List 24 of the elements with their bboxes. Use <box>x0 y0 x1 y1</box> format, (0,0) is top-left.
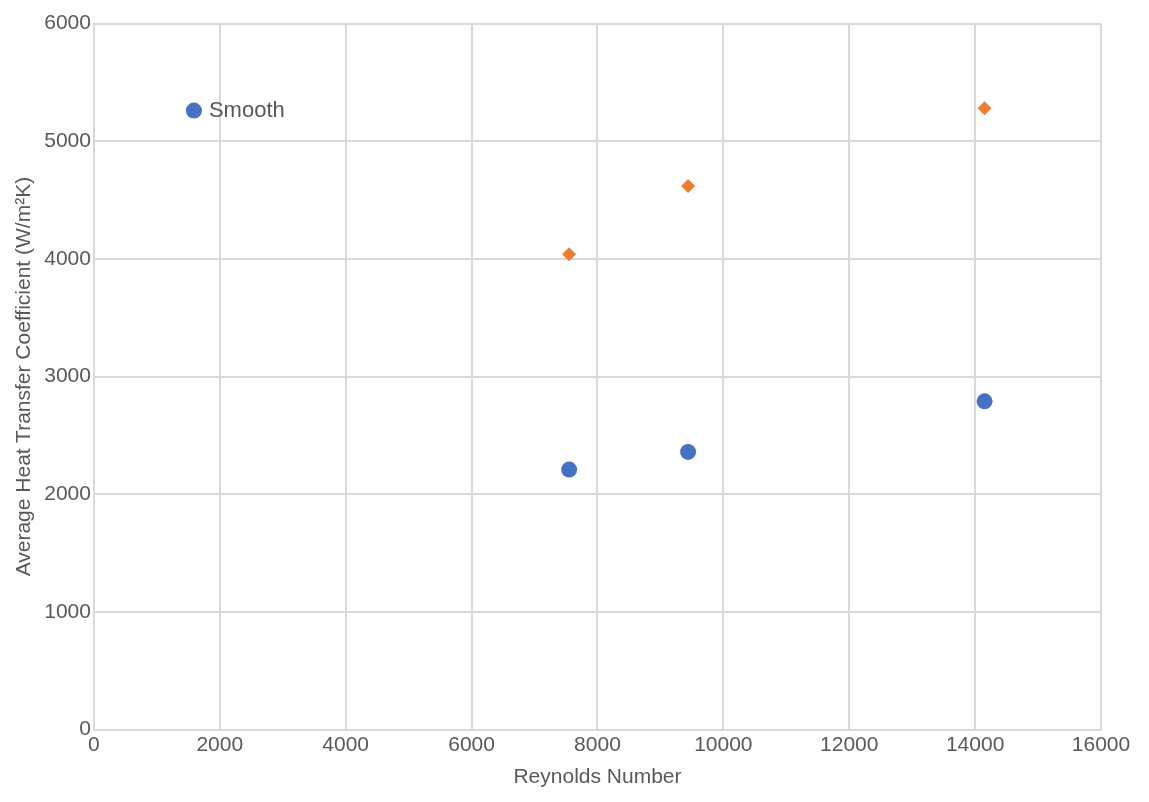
point <box>977 101 992 116</box>
x-tick-label: 4000 <box>322 732 370 755</box>
y-tick-label: 6000 <box>44 10 91 34</box>
point <box>561 461 578 478</box>
point <box>680 443 697 460</box>
x-tick-label: 10000 <box>694 732 753 755</box>
y-tick-label: 4000 <box>44 245 91 269</box>
y-axis-title: Average Heat Transfer Coefficient (W/m²K) <box>11 176 35 577</box>
x-tick-label: 2000 <box>196 732 244 755</box>
y-tick-label: 0 <box>79 716 91 740</box>
x-tick-label: 12000 <box>820 732 879 755</box>
x-tick-label: 8000 <box>574 732 621 755</box>
point <box>562 247 577 262</box>
legend-label: Smooth <box>208 96 285 122</box>
y-tick-label: 5000 <box>44 128 91 152</box>
point <box>681 178 696 193</box>
x-axis-title: Reynolds Number <box>513 764 682 788</box>
y-tick-label: 1000 <box>44 598 91 622</box>
x-tick-label: 16000 <box>1071 732 1131 755</box>
x-tick-label: 14000 <box>945 732 1005 755</box>
x-tick-label: 6000 <box>448 732 495 755</box>
point <box>976 393 993 410</box>
y-tick-label: 2000 <box>44 481 91 505</box>
y-tick-label: 3000 <box>44 363 91 387</box>
